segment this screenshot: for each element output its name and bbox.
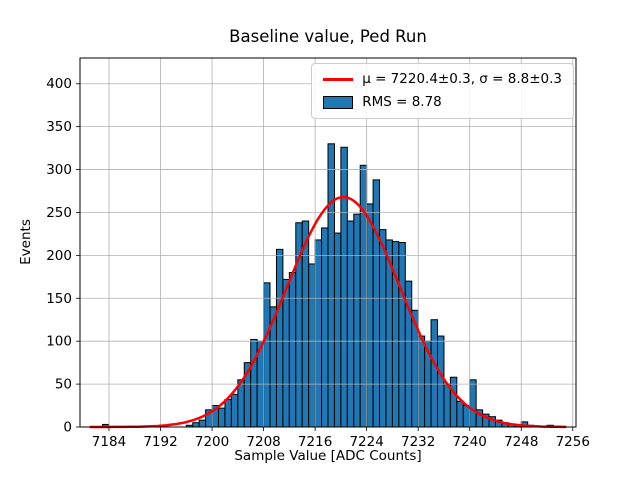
svg-text:7184: 7184 — [92, 434, 126, 450]
svg-text:7256: 7256 — [556, 434, 590, 450]
svg-text:400: 400 — [46, 76, 72, 92]
svg-text:300: 300 — [46, 162, 72, 178]
svg-text:0: 0 — [63, 420, 72, 436]
chart-title: Baseline value, Ped Run — [229, 27, 427, 46]
svg-text:7200: 7200 — [195, 434, 229, 450]
svg-text:7216: 7216 — [298, 434, 332, 450]
legend-entry-hist: RMS = 8.78 — [323, 93, 562, 111]
legend-entry-fit: μ = 7220.4±0.3, σ = 8.8±0.3 — [323, 71, 562, 88]
svg-text:7192: 7192 — [143, 434, 177, 450]
x-axis-label: Sample Value [ADC Counts] — [234, 448, 422, 464]
svg-text:100: 100 — [46, 334, 72, 350]
hist-patch-swatch — [323, 95, 354, 109]
legend: μ = 7220.4±0.3, σ = 8.8±0.3 RMS = 8.78 — [311, 63, 574, 120]
svg-text:150: 150 — [46, 291, 72, 307]
svg-text:50: 50 — [55, 377, 72, 393]
rms-legend-label: RMS = 8.78 — [362, 93, 442, 110]
svg-text:7248: 7248 — [504, 434, 538, 450]
svg-text:7240: 7240 — [453, 434, 487, 450]
y-axis-label: Events — [18, 219, 34, 265]
fit-legend-label: μ = 7220.4±0.3, σ = 8.8±0.3 — [362, 71, 562, 87]
svg-text:7232: 7232 — [401, 434, 435, 450]
svg-text:250: 250 — [46, 205, 72, 221]
fit-line-swatch — [323, 78, 354, 82]
svg-text:200: 200 — [46, 248, 72, 264]
svg-text:7208: 7208 — [246, 434, 280, 450]
svg-text:350: 350 — [46, 119, 72, 135]
svg-text:7224: 7224 — [349, 434, 383, 450]
